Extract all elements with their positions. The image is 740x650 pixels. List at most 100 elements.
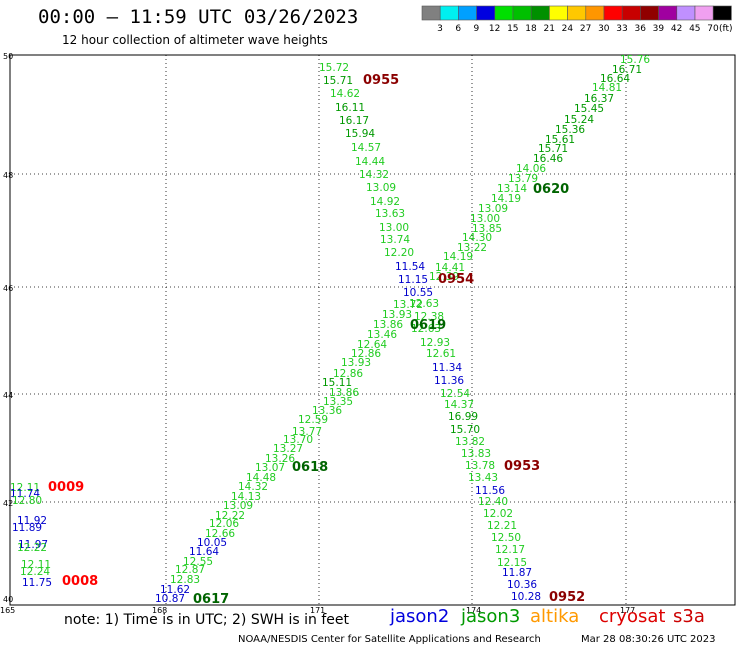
track-time-label: 0618 bbox=[292, 460, 328, 475]
wave-height-value: 12.39 bbox=[429, 271, 459, 283]
wave-height-value: 13.63 bbox=[375, 208, 405, 220]
wave-height-value: 16.71 bbox=[612, 64, 642, 76]
wave-height-value: 10.55 bbox=[403, 287, 433, 299]
color-scale-swatch bbox=[512, 5, 532, 21]
wave-height-value: 13.14 bbox=[497, 183, 527, 195]
wave-height-value: 13.00 bbox=[379, 222, 409, 234]
color-scale-tick: 24 bbox=[562, 24, 574, 34]
wave-height-value: 10.28 bbox=[511, 591, 541, 603]
wave-height-value: 13.36 bbox=[312, 405, 342, 417]
color-scale-tick: 3 bbox=[437, 24, 443, 34]
wave-height-value: 11.97 bbox=[18, 539, 48, 551]
wave-height-value: 12.24 bbox=[20, 566, 50, 578]
wave-height-value: 14.92 bbox=[370, 196, 400, 208]
color-scale-legend: 3 6 9 12 15 18 21 24 27 30 33 36 39 42 45 70 (ft) bbox=[421, 5, 733, 34]
wave-height-value: 13.77 bbox=[292, 426, 322, 438]
wave-height-observations: 15.7215.7114.6216.1116.1715.9414.5714.44… bbox=[10, 54, 650, 605]
footer-note: note: 1) Time is in UTC; 2) SWH is in fe… bbox=[64, 612, 350, 628]
color-scale-tick: 30 bbox=[598, 24, 610, 34]
wave-height-value: 12.64 bbox=[357, 339, 387, 351]
wave-height-value: 12.06 bbox=[209, 518, 239, 530]
wave-height-value: 13.07 bbox=[255, 462, 285, 474]
wave-height-value: 12.86 bbox=[333, 368, 363, 380]
color-scale-unit: (ft) bbox=[719, 24, 733, 34]
wave-height-value: 12.50 bbox=[491, 532, 521, 544]
track-time-label: 0620 bbox=[533, 182, 569, 197]
wave-height-value: 12.63 bbox=[411, 323, 441, 335]
wave-height-value: 13.46 bbox=[367, 329, 397, 341]
wave-height-value: 12.22 bbox=[215, 510, 245, 522]
wave-height-value: 11.36 bbox=[434, 375, 464, 387]
wave-height-value: 15.70 bbox=[450, 424, 480, 436]
color-scale-swatch bbox=[585, 5, 605, 21]
track-time-label: 0954 bbox=[438, 272, 474, 287]
wave-height-value: 11.89 bbox=[12, 522, 42, 534]
wave-height-value: 12.93 bbox=[420, 337, 450, 349]
longitude-label: 177 bbox=[620, 606, 635, 615]
track-time-label: 0008 bbox=[62, 574, 98, 589]
wave-height-value: 13.09 bbox=[478, 203, 508, 215]
wave-height-value: 11.64 bbox=[189, 546, 219, 558]
wave-height-value: 12.15 bbox=[497, 557, 527, 569]
wave-height-value: 12.20 bbox=[384, 247, 414, 259]
wave-height-value: 13.70 bbox=[283, 434, 313, 446]
wave-height-value: 11.92 bbox=[17, 515, 47, 527]
color-scale-swatch bbox=[712, 5, 732, 21]
wave-height-value: 12.11 bbox=[10, 482, 40, 494]
wave-height-value: 13.09 bbox=[223, 500, 253, 512]
wave-height-value: 12.61 bbox=[426, 348, 456, 360]
wave-height-value: 13.09 bbox=[366, 182, 396, 194]
color-scale-tick: 15 bbox=[507, 24, 518, 34]
color-scale-tick: 27 bbox=[580, 24, 591, 34]
wave-height-value: 14.37 bbox=[444, 399, 474, 411]
wave-height-value: 13.82 bbox=[455, 436, 485, 448]
wave-height-value: 14.57 bbox=[351, 142, 381, 154]
color-scale-tick: 39 bbox=[653, 24, 665, 34]
color-scale-swatch bbox=[676, 5, 696, 21]
wave-height-value: 12.55 bbox=[183, 556, 213, 568]
wave-height-value: 12.11 bbox=[21, 559, 51, 571]
wave-height-value: 13.43 bbox=[468, 472, 498, 484]
wave-height-value: 14.32 bbox=[238, 481, 268, 493]
wave-height-value: 16.11 bbox=[335, 102, 365, 114]
color-scale-swatch bbox=[476, 5, 496, 21]
wave-height-value: 12.59 bbox=[298, 414, 328, 426]
wave-height-value: 15.11 bbox=[322, 377, 352, 389]
track-time-label: 0619 bbox=[410, 318, 446, 333]
wave-height-value: 12.22 bbox=[17, 542, 47, 554]
track-time-label: 0955 bbox=[363, 73, 399, 88]
color-scale-tick: 45 bbox=[689, 24, 700, 34]
wave-height-value: 13.85 bbox=[472, 223, 502, 235]
wave-height-value: 14.13 bbox=[231, 491, 261, 503]
wave-height-value: 12.80 bbox=[12, 495, 42, 507]
color-scale-tick: 70 bbox=[707, 24, 719, 34]
track-time-label: 0009 bbox=[48, 480, 84, 495]
wave-height-value: 13.74 bbox=[380, 234, 410, 246]
longitude-label: 165 bbox=[0, 606, 15, 615]
wave-height-value: 11.75 bbox=[22, 577, 52, 589]
wave-height-value: 15.24 bbox=[564, 114, 594, 126]
color-scale-swatch bbox=[458, 5, 477, 21]
wave-height-value: 13.78 bbox=[465, 460, 495, 472]
color-scale-tick: 6 bbox=[455, 24, 461, 34]
color-scale-swatch bbox=[439, 5, 459, 21]
wave-height-value: 15.71 bbox=[323, 75, 353, 87]
wave-height-value: 14.06 bbox=[516, 163, 546, 175]
wave-height-value: 16.46 bbox=[533, 153, 563, 165]
wave-height-value: 13.35 bbox=[323, 396, 353, 408]
wave-height-value: 13.22 bbox=[457, 242, 487, 254]
wave-height-value: 16.64 bbox=[600, 73, 630, 85]
track-time-label: 0953 bbox=[504, 459, 540, 474]
color-scale-swatch bbox=[530, 5, 550, 21]
track-time-labels: 0955 0620 0954 0619 0618 0953 0009 0008 0617 0952 bbox=[48, 73, 585, 607]
wave-height-value: 13.72 bbox=[393, 299, 423, 311]
color-scale-swatch bbox=[421, 5, 441, 21]
satellite-legend-cryosat: cryosat bbox=[599, 606, 666, 627]
wave-height-value: 12.66 bbox=[205, 528, 235, 540]
latitude-label: 46 bbox=[3, 284, 13, 293]
credit-line: NOAA/NESDIS Center for Satellite Applica… bbox=[238, 634, 541, 645]
map-frame bbox=[9, 54, 736, 606]
wave-height-value: 14.19 bbox=[443, 251, 473, 263]
